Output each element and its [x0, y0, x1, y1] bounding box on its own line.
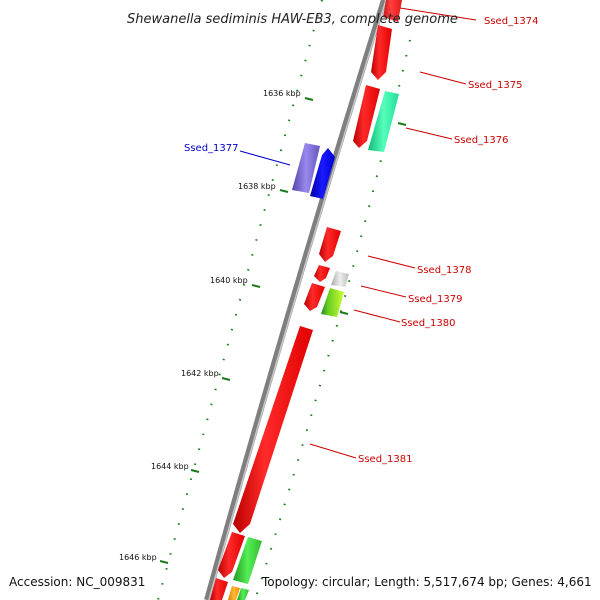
topology-text: Topology: circular; Length: 5,517,674 bp… — [261, 575, 592, 589]
leader-ssed-1380 — [353, 309, 401, 323]
gene-arrow-ssed-1374[interactable] — [383, 0, 402, 22]
leader-ssed-1378 — [367, 255, 416, 269]
gene-label-ssed-1378[interactable]: Ssed_1378 — [417, 265, 472, 276]
accession-text: Accession: NC_009831 — [9, 575, 145, 589]
gene-label-ssed-1377[interactable]: Ssed_1377 — [184, 143, 239, 154]
major-tick — [339, 311, 349, 315]
gene-label-ssed-1379[interactable]: Ssed_1379 — [408, 294, 463, 305]
genome-backbone — [204, 0, 387, 600]
gene-leader-lines — [239, 7, 477, 459]
gene-arrow-ssed-1376-red[interactable] — [353, 85, 380, 148]
gene-label-ssed-1380[interactable]: Ssed_1380 — [401, 318, 456, 329]
leader-ssed-1376 — [405, 127, 453, 140]
genome-backbone-highlight — [208, 0, 387, 600]
major-tick — [190, 469, 200, 473]
outer-tick-ring — [157, 0, 323, 600]
gene-arrow-ssed-1385[interactable] — [228, 586, 240, 600]
gene-arrow-ssed-1384[interactable] — [210, 578, 228, 600]
major-tick — [221, 377, 231, 381]
gene-arrow-ssed-1383[interactable] — [233, 537, 262, 584]
leader-ssed-1374 — [399, 7, 477, 21]
major-ticks — [159, 97, 407, 564]
page-title: Shewanella sediminis HAW-EB3, complete g… — [127, 12, 458, 27]
gene-label-ssed-1376[interactable]: Ssed_1376 — [454, 135, 509, 146]
leader-ssed-1377 — [239, 150, 291, 166]
major-tick — [279, 189, 289, 193]
gene-label-ssed-1375[interactable]: Ssed_1375 — [468, 80, 523, 91]
major-tick — [304, 97, 314, 101]
tick-label-1642: 1642 kbp — [181, 369, 219, 378]
tick-label-1640: 1640 kbp — [210, 276, 248, 285]
gene-label-ssed-1381[interactable]: Ssed_1381 — [358, 454, 413, 465]
tick-label-1638: 1638 kbp — [238, 182, 276, 191]
gene-arrow-ssed-1378b[interactable] — [314, 265, 330, 282]
gene-arrow-ssed-1381[interactable] — [233, 326, 313, 533]
gene-arrow-ssed-1377-purple[interactable] — [292, 143, 320, 193]
gene-arrow-ssed-1379-grey[interactable] — [331, 271, 349, 287]
gene-arrow-ssed-1386[interactable] — [237, 588, 249, 600]
tick-label-1646: 1646 kbp — [119, 553, 157, 562]
gene-arrow-ssed-1376[interactable] — [368, 91, 399, 152]
gene-arrow-ssed-1378[interactable] — [319, 227, 341, 262]
leader-ssed-1375 — [419, 71, 467, 85]
tick-label-1644: 1644 kbp — [151, 462, 189, 471]
major-tick — [397, 122, 407, 126]
gene-arrow-ssed-1375[interactable] — [371, 25, 392, 80]
leader-ssed-1379 — [360, 285, 407, 298]
gene-label-ssed-1374[interactable]: Ssed_1374 — [484, 16, 539, 27]
leader-ssed-1381 — [309, 443, 357, 459]
major-tick — [251, 284, 261, 288]
gene-arrow-ssed-1377[interactable] — [310, 148, 335, 199]
major-tick — [159, 560, 169, 564]
tick-label-1636: 1636 kbp — [263, 89, 301, 98]
gene-arrow-ssed-1379[interactable] — [304, 283, 325, 311]
gene-arrows — [210, 0, 402, 600]
gene-arrow-ssed-1380[interactable] — [321, 288, 344, 317]
gene-arrow-ssed-1382[interactable] — [218, 532, 245, 578]
